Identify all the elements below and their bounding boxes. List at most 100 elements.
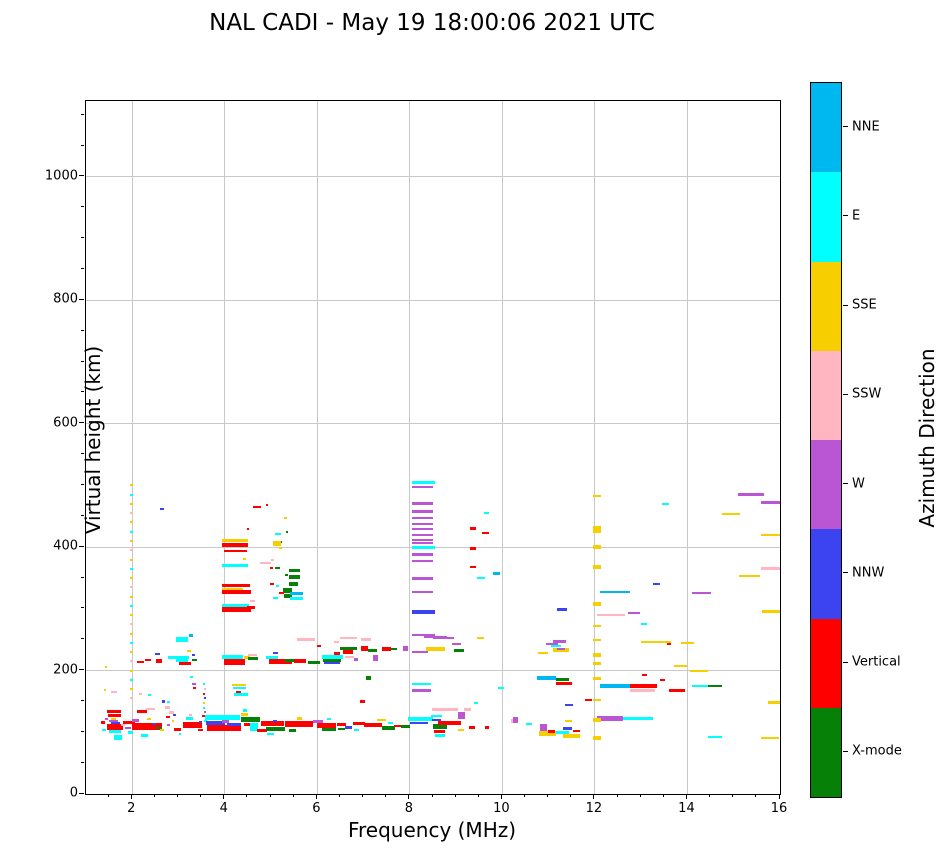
echo-mark (353, 722, 365, 726)
echo-mark (202, 683, 205, 686)
echo-mark (257, 728, 268, 732)
echo-mark (146, 707, 156, 711)
echo-mark (458, 712, 466, 720)
colorbar-label-nnw: NNW (852, 565, 885, 581)
echo-mark (108, 714, 122, 718)
x-major-tick (223, 794, 225, 799)
colorbar-segment-e (811, 172, 841, 262)
echo-mark (222, 719, 230, 723)
echo-mark (430, 715, 443, 718)
echo-mark (288, 568, 301, 573)
echo-mark (288, 729, 296, 732)
echo-mark (265, 504, 269, 507)
echo-mark (476, 636, 484, 639)
echo-mark (106, 723, 123, 730)
echo-mark (512, 716, 519, 724)
echo-mark (130, 697, 133, 700)
echo-mark (668, 689, 686, 692)
echo-mark (130, 623, 133, 626)
echo-mark (156, 659, 162, 664)
echo-mark (407, 716, 433, 721)
colorbar-label-x-mode: X-mode (852, 743, 902, 759)
echo-mark (592, 661, 601, 665)
echo-mark (197, 728, 203, 732)
echo-mark (273, 720, 278, 723)
echo-mark (312, 719, 323, 723)
echo-mark (222, 564, 248, 567)
azimuth-colorbar (810, 82, 842, 798)
echo-mark (130, 688, 133, 691)
y-major-tick (79, 175, 84, 177)
echo-mark (659, 678, 666, 682)
x-minor-tick (292, 794, 294, 797)
echo-mark (592, 652, 601, 658)
echo-mark (203, 710, 207, 713)
echo-mark (592, 526, 601, 534)
x-minor-tick (385, 794, 387, 797)
gridline-y (86, 423, 780, 425)
echo-mark (550, 644, 562, 648)
x-major-tick (778, 794, 780, 799)
echo-mark (377, 718, 386, 722)
echo-mark (169, 711, 174, 714)
colorbar-segment-vertical (811, 618, 841, 708)
echo-mark (125, 726, 131, 730)
y-tick-label: 800 (53, 291, 78, 307)
x-tick-label: 8 (404, 801, 413, 816)
colorbar-tick (843, 572, 848, 574)
echo-mark (273, 596, 278, 599)
x-minor-tick (338, 794, 340, 797)
echo-mark (113, 735, 123, 741)
x-minor-tick (454, 794, 456, 797)
echo-mark (130, 512, 133, 515)
x-tick-label: 6 (312, 801, 321, 816)
echo-mark (412, 542, 433, 545)
colorbar-label-vertical: Vertical (852, 654, 901, 670)
echo-mark (412, 651, 429, 654)
echo-mark (222, 587, 244, 590)
echo-mark (562, 727, 572, 730)
echo-mark (317, 644, 322, 648)
x-minor-tick (177, 794, 179, 797)
echo-mark (222, 655, 244, 659)
x-minor-tick (153, 794, 155, 797)
echo-mark (546, 642, 558, 646)
echo-mark (537, 676, 556, 680)
echo-mark (412, 610, 436, 614)
echo-mark (192, 682, 197, 686)
echo-mark (333, 641, 340, 644)
echo-mark (155, 652, 161, 656)
y-minor-tick (81, 113, 84, 115)
colorbar-label-w: W (852, 476, 865, 492)
echo-mark (584, 698, 592, 702)
echo-mark (412, 502, 433, 506)
echo-mark (288, 582, 298, 587)
echo-mark (761, 533, 780, 537)
echo-mark (538, 652, 548, 655)
echo-mark (572, 730, 580, 733)
echo-mark (476, 576, 486, 580)
y-minor-tick (81, 360, 84, 362)
echo-mark (192, 654, 196, 657)
echo-mark (234, 693, 248, 696)
y-minor-tick (81, 144, 84, 146)
echo-mark (186, 717, 194, 720)
y-major-tick (79, 669, 84, 671)
echo-mark (662, 502, 669, 506)
x-major-tick (500, 794, 502, 799)
echo-mark (244, 723, 254, 727)
echo-mark (412, 633, 436, 636)
echo-mark (130, 660, 133, 663)
x-minor-tick (269, 794, 271, 797)
x-major-tick (315, 794, 317, 799)
echo-mark (412, 559, 433, 562)
echo-mark (183, 722, 202, 728)
echo-mark (597, 715, 623, 722)
echo-mark (186, 650, 191, 653)
echo-mark (147, 718, 151, 721)
echo-mark (317, 723, 336, 728)
echo-mark (279, 592, 285, 595)
echo-mark (361, 645, 369, 652)
echo-mark (452, 643, 461, 646)
echo-mark (284, 517, 287, 520)
